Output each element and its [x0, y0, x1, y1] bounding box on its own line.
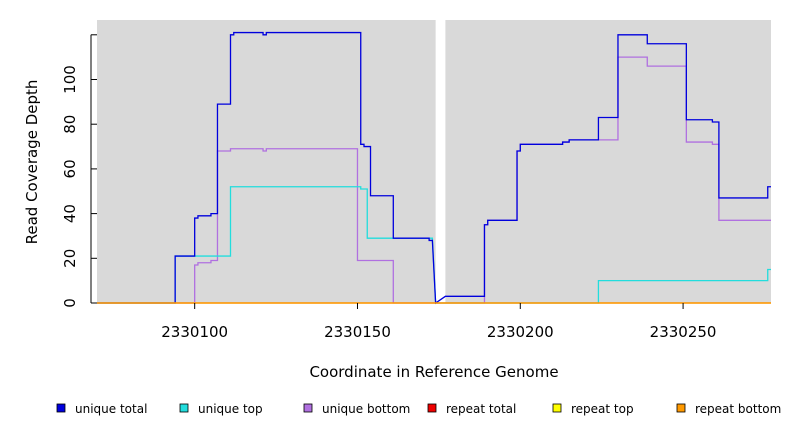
y-tick-label: 100: [61, 65, 79, 94]
legend-swatch: [179, 403, 189, 413]
y-axis-title: Read Coverage Depth: [23, 80, 41, 245]
y-tick-label: 40: [61, 204, 79, 223]
series-lines: [97, 31, 771, 305]
y-tick-label: 60: [61, 159, 79, 178]
x-tick-label: 2330100: [161, 323, 228, 341]
legend-swatch: [56, 403, 66, 413]
plot-panel-left: [97, 20, 436, 303]
legend: unique total unique top unique bottom repea…: [56, 402, 781, 416]
legend-item: repeat bottom: [676, 402, 781, 416]
series-line-unique-total: [97, 31, 771, 305]
legend-swatch: [427, 403, 437, 413]
legend-label: unique total: [75, 402, 147, 416]
x-tick-label: 2330200: [487, 323, 554, 341]
y-tick-label: 20: [61, 249, 79, 268]
x-tick-label: 2330250: [650, 323, 717, 341]
y-axis: 0 20 40 60 80 100: [61, 34, 97, 308]
legend-label: repeat total: [446, 402, 516, 416]
legend-item: unique bottom: [303, 402, 410, 416]
legend-swatch: [676, 403, 686, 413]
legend-item: repeat total: [427, 402, 516, 416]
legend-item: repeat top: [552, 402, 634, 416]
plot-panel-right: [445, 20, 771, 303]
y-tick-label: 0: [61, 298, 79, 308]
x-tick-label: 2330150: [324, 323, 391, 341]
x-axis: 2330100 2330150 2330200 2330250: [161, 303, 716, 341]
series-line-unique-top: [97, 186, 771, 304]
legend-label: unique bottom: [322, 402, 410, 416]
y-tick-label: 80: [61, 115, 79, 134]
legend-label: repeat bottom: [695, 402, 781, 416]
plot-panels: [97, 20, 771, 303]
legend-swatch: [303, 403, 313, 413]
legend-label: repeat top: [571, 402, 634, 416]
legend-label: unique top: [198, 402, 263, 416]
legend-item: unique total: [56, 402, 147, 416]
legend-swatch: [552, 403, 562, 413]
x-axis-title: Coordinate in Reference Genome: [309, 363, 558, 381]
legend-item: unique top: [179, 402, 263, 416]
